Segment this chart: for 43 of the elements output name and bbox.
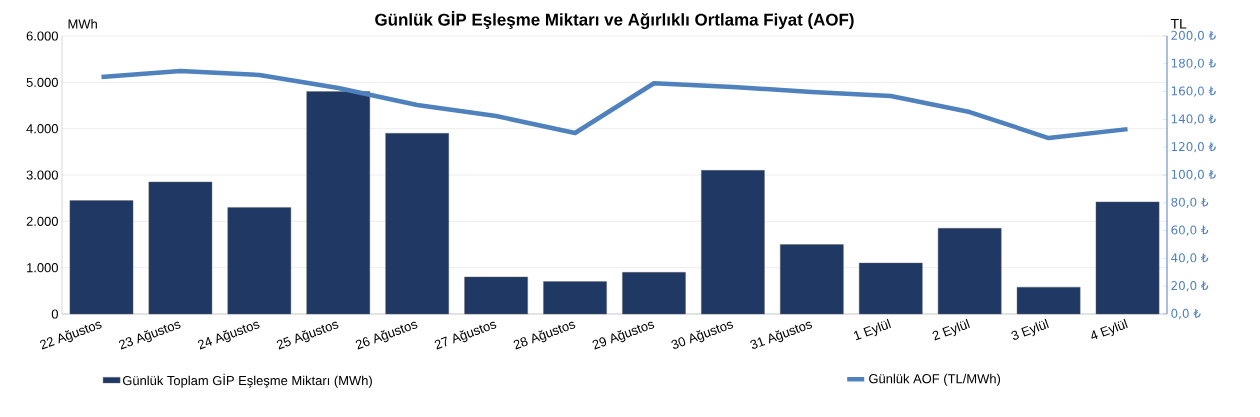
y2-tick-label: 200,0 ₺	[1171, 30, 1216, 42]
y2-tick-label: 100,0 ₺	[1171, 169, 1216, 181]
bar	[1016, 286, 1081, 315]
y2-axis-title: TL	[1170, 18, 1187, 29]
y2-tick-label: 40,0 ₺	[1171, 253, 1209, 264]
bar	[306, 91, 371, 315]
y-tick-label: 4.000	[26, 124, 58, 134]
y2-tick-label: 80,0 ₺	[1171, 197, 1209, 208]
bar	[69, 200, 134, 315]
y-tick-label: 6.000	[26, 31, 58, 41]
legend-label: Günlük Toplam GİP Eşleşme Miktarı (MWh)	[122, 373, 372, 388]
y-tick-label: 0	[51, 309, 58, 319]
x-tick-label: 2 Eylül	[932, 318, 970, 341]
y2-tick-label: 0,0 ₺	[1171, 308, 1201, 320]
bar	[148, 181, 213, 315]
y2-tick-label: 60,0 ₺	[1171, 225, 1209, 236]
bar	[622, 272, 686, 315]
chart-title: Günlük GİP Eşleşme Miktarı ve Ağırlıklı Ortlama Fiyat (AOF)	[375, 10, 854, 30]
bar	[858, 262, 923, 315]
y-axis-title: MWh	[68, 19, 97, 29]
bar	[464, 276, 528, 315]
bar	[385, 133, 449, 315]
y2-tick-label: 120,0 ₺	[1171, 142, 1216, 153]
y-tick-label: 3.000	[26, 170, 58, 180]
bar	[543, 281, 607, 315]
bar	[780, 244, 844, 315]
legend-label: Günlük AOF (TL/MWh)	[869, 373, 1001, 386]
bar	[1095, 201, 1160, 315]
bar	[701, 170, 765, 315]
y-tick-label: 2.000	[26, 216, 58, 226]
x-tick-label: 4 Eylül	[1091, 318, 1128, 340]
bar	[937, 228, 1002, 315]
y-tick-label: 1.000	[27, 263, 58, 273]
y2-tick-label: 20,0 ₺	[1171, 281, 1209, 292]
y2-tick-label: 180,0 ₺	[1171, 58, 1216, 69]
line-series	[99, 68, 1130, 141]
x-tick-label: 22 Ağustos	[40, 321, 102, 350]
y2-tick-label: 140,0 ₺	[1171, 114, 1216, 125]
y-tick-label: 5.000	[26, 77, 58, 87]
y2-tick-label: 160,0 ₺	[1171, 86, 1216, 97]
x-tick-label: 1 Eylül	[853, 318, 892, 341]
x-tick-label: 3 Eylül	[1011, 318, 1049, 340]
bar	[227, 207, 292, 315]
